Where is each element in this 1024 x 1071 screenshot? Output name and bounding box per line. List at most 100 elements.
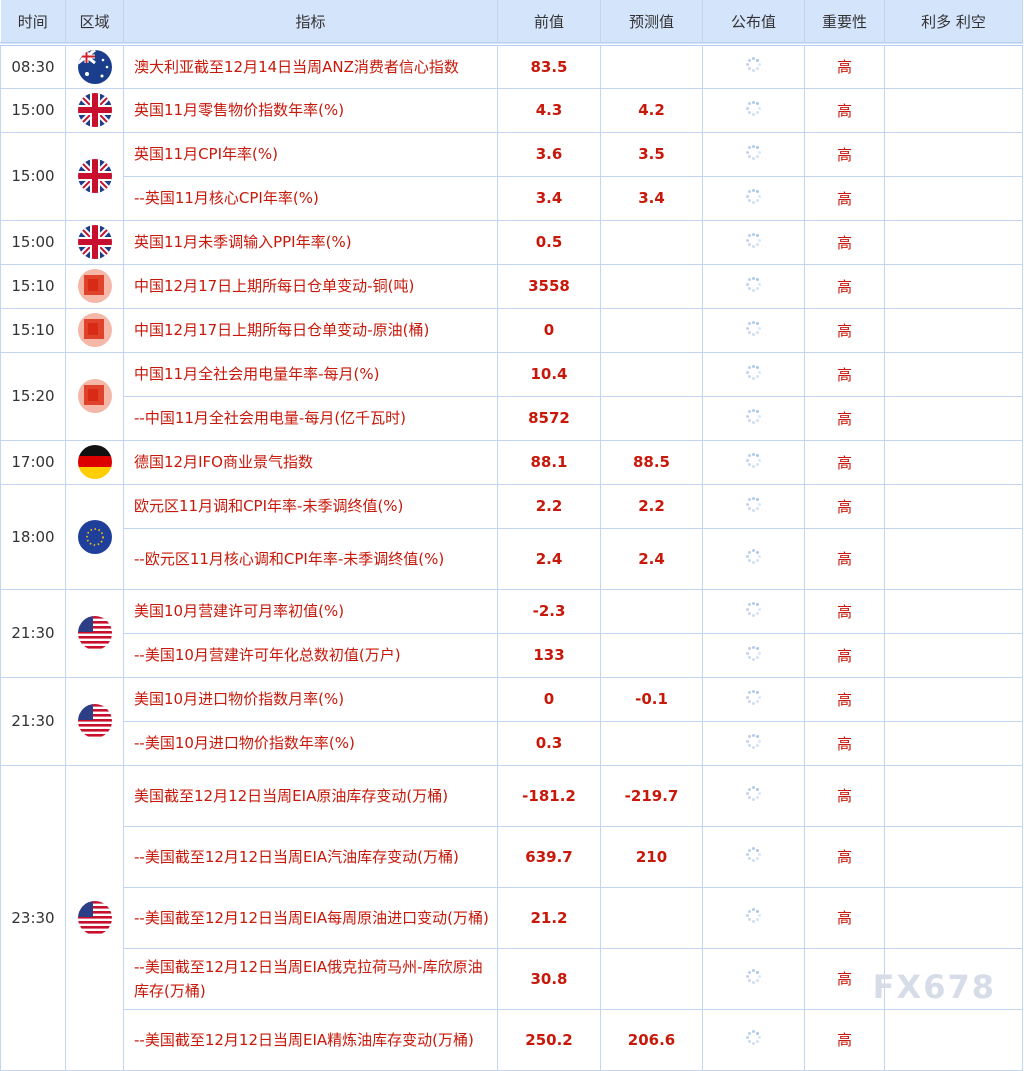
forecast-value [600,947,703,1010]
indicator-link[interactable]: 英国11月零售物价指数年率(%) [123,87,498,133]
indicator-link[interactable]: 中国12月17日上期所每日仓单变动-铜(吨) [123,263,498,309]
loading-spinner-icon [746,100,762,116]
event-time: 15:00 [0,219,66,265]
forecast-value [600,720,703,766]
indicator-link[interactable]: 澳大利亚截至12月14日当周ANZ消费者信心指数 [123,43,498,89]
indicator-link[interactable]: 英国11月未季调输入PPI年率(%) [123,219,498,265]
event-time: 15:10 [0,307,66,353]
indicator-link[interactable]: 美国10月进口物价指数月率(%) [123,676,498,722]
actual-value [702,720,805,766]
indicator-link[interactable]: --美国截至12月12日当周EIA俄克拉荷马州-库欣原油库存(万桶) [123,947,498,1010]
loading-spinner-icon [746,144,762,160]
impact-cell [884,175,1023,221]
actual-value [702,764,805,827]
importance: 高 [804,43,885,89]
loading-spinner-icon [746,1030,762,1046]
importance: 高 [804,720,885,766]
indicator-link[interactable]: 中国12月17日上期所每日仓单变动-原油(桶) [123,307,498,353]
region-cell [65,483,124,590]
importance: 高 [804,307,885,353]
region-cell [65,131,124,221]
loading-spinner-icon [746,408,762,424]
impact-cell [884,219,1023,265]
region-cell [65,307,124,353]
indicator-link[interactable]: --美国截至12月12日当周EIA精炼油库存变动(万桶) [123,1008,498,1071]
importance: 高 [804,1008,885,1071]
table-row: 15:10 中国12月17日上期所每日仓单变动-铜(吨) 3558 高 [0,263,1023,309]
actual-value [702,527,805,590]
indicator-link[interactable]: --美国10月营建许可年化总数初值(万户) [123,632,498,678]
loading-spinner-icon [746,276,762,292]
forecast-value [600,395,703,441]
forecast-value: -219.7 [600,764,703,827]
forecast-value [600,886,703,949]
table-row: --英国11月核心CPI年率(%) 3.4 3.4 高 [1,175,1023,221]
indicator-link[interactable]: 美国截至12月12日当周EIA原油库存变动(万桶) [123,764,498,827]
actual-value [702,43,805,89]
table-row: --美国截至12月12日当周EIA精炼油库存变动(万桶) 250.2 206.6 高 [1,1008,1023,1071]
impact-cell [884,632,1023,678]
actual-value [702,263,805,309]
table-row: --美国截至12月12日当周EIA每周原油进口变动(万桶) 21.2 高 [1,886,1023,949]
importance: 高 [804,483,885,529]
indicator-link[interactable]: 美国10月营建许可月率初值(%) [123,588,498,634]
impact-cell [884,351,1023,397]
previous-value: 2.4 [497,527,601,590]
previous-value: 0 [497,676,601,722]
event-time: 21:30 [0,676,66,766]
actual-value [702,676,805,722]
importance: 高 [804,263,885,309]
impact-cell [884,676,1023,722]
impact-cell [884,1008,1023,1071]
impact-cell [884,131,1023,177]
header-time: 时间 [0,0,66,46]
indicator-link[interactable]: 英国11月CPI年率(%) [123,131,498,177]
region-cell [65,87,124,133]
event-time: 15:20 [0,351,66,441]
header-forecast: 预测值 [600,0,703,46]
previous-value: -2.3 [497,588,601,634]
impact-cell [884,395,1023,441]
previous-value: 3558 [497,263,601,309]
header-importance: 重要性 [804,0,885,46]
event-time: 21:30 [0,588,66,678]
loading-spinner-icon [746,364,762,380]
importance: 高 [804,131,885,177]
importance: 高 [804,764,885,827]
actual-value [702,219,805,265]
indicator-link[interactable]: --欧元区11月核心调和CPI年率-未季调终值(%) [123,527,498,590]
indicator-link[interactable]: 欧元区11月调和CPI年率-未季调终值(%) [123,483,498,529]
table-row: --中国11月全社会用电量-每月(亿千瓦时) 8572 高 [1,395,1023,441]
table-row: --欧元区11月核心调和CPI年率-未季调终值(%) 2.4 2.4 高 [1,527,1023,590]
forecast-value: 206.6 [600,1008,703,1071]
forecast-value [600,588,703,634]
event-time: 15:10 [0,263,66,309]
region-cell [65,588,124,678]
previous-value: 4.3 [497,87,601,133]
indicator-link[interactable]: 德国12月IFO商业景气指数 [123,439,498,485]
previous-value: 2.2 [497,483,601,529]
previous-value: 21.2 [497,886,601,949]
importance: 高 [804,825,885,888]
indicator-link[interactable]: --美国截至12月12日当周EIA每周原油进口变动(万桶) [123,886,498,949]
loading-spinner-icon [746,786,762,802]
importance: 高 [804,886,885,949]
indicator-link[interactable]: --英国11月核心CPI年率(%) [123,175,498,221]
indicator-link[interactable]: --美国10月进口物价指数年率(%) [123,720,498,766]
loading-spinner-icon [746,232,762,248]
indicator-link[interactable]: --中国11月全社会用电量-每月(亿千瓦时) [123,395,498,441]
table-row: --美国截至12月12日当周EIA汽油库存变动(万桶) 639.7 210 高 [1,825,1023,888]
forecast-value: 2.2 [600,483,703,529]
loading-spinner-icon [746,908,762,924]
indicator-link[interactable]: 中国11月全社会用电量年率-每月(%) [123,351,498,397]
forecast-value [600,219,703,265]
forecast-value [600,632,703,678]
region-cell [65,43,124,89]
indicator-link[interactable]: --美国截至12月12日当周EIA汽油库存变动(万桶) [123,825,498,888]
impact-cell [884,720,1023,766]
importance: 高 [804,395,885,441]
previous-value: 3.4 [497,175,601,221]
table-row: 15:20 中国11月全社会用电量年率-每月(%) 10.4 高 [0,351,1023,441]
previous-value: 639.7 [497,825,601,888]
region-cell [65,219,124,265]
